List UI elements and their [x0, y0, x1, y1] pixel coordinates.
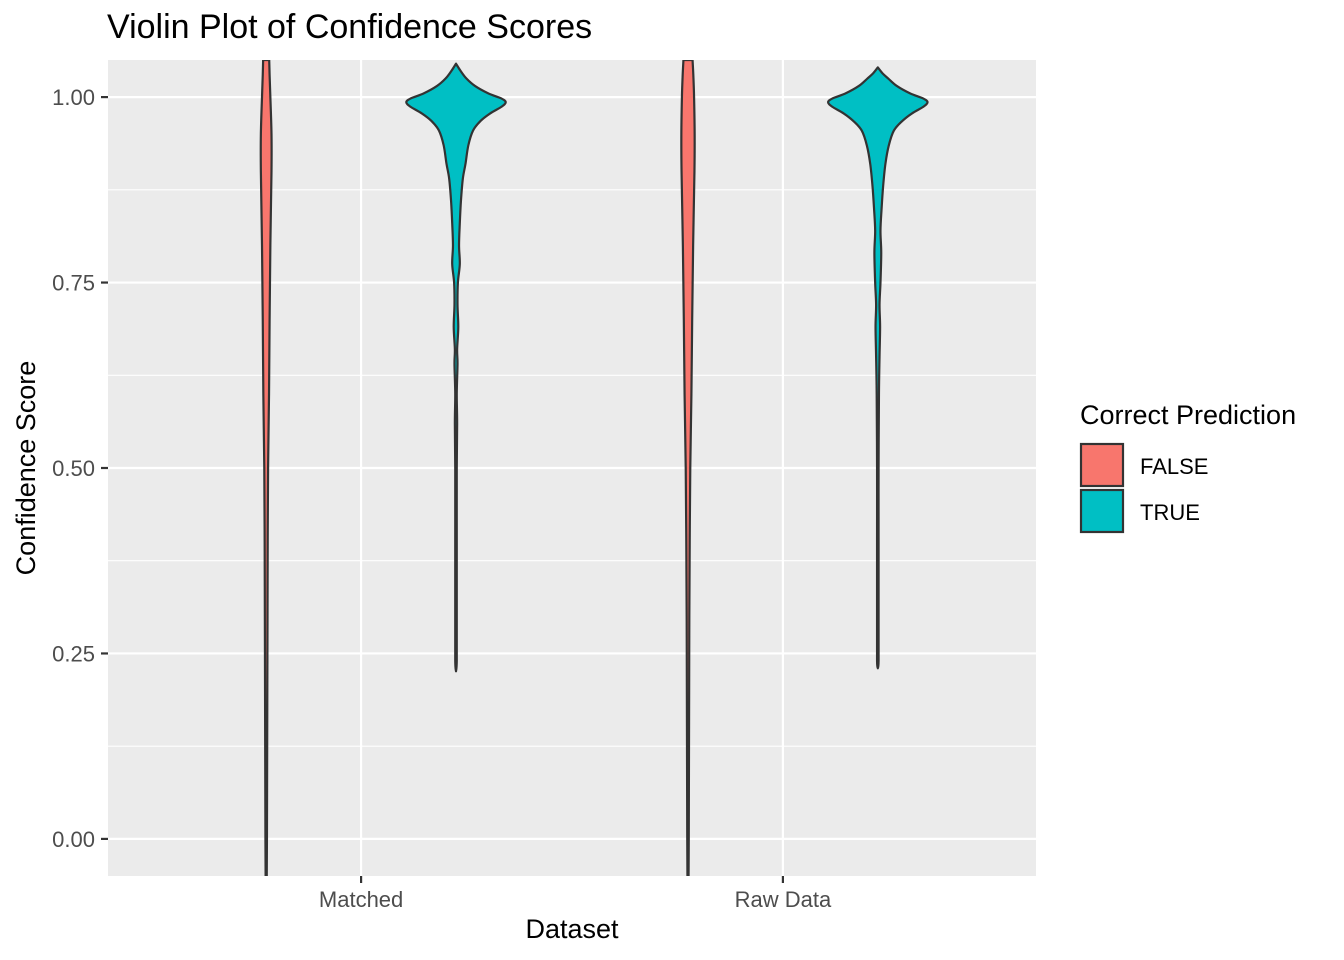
chart-title: Violin Plot of Confidence Scores [107, 8, 592, 46]
legend: Correct Prediction FALSE TRUE [1079, 400, 1296, 534]
violins [259, 60, 929, 876]
violin-true-raw-data [826, 66, 929, 670]
y-tick-label: 0.25 [52, 641, 95, 666]
legend-title: Correct Prediction [1080, 400, 1296, 430]
violin-group [259, 60, 929, 876]
y-axis-title: Confidence Score [11, 361, 41, 576]
legend-label-false: FALSE [1140, 454, 1208, 479]
violin-false-matched [259, 60, 273, 876]
y-tick-label: 0.50 [52, 456, 95, 481]
legend-swatch-false [1079, 442, 1125, 488]
x-axis-title: Dataset [525, 914, 619, 944]
y-tick-label: 0.00 [52, 827, 95, 852]
x-axis: Matched Raw Data [319, 876, 832, 912]
y-tick-label: 1.00 [52, 85, 95, 110]
y-axis: 0.00 0.25 0.50 0.75 1.00 [52, 85, 108, 852]
violin-false-raw-data [680, 60, 696, 876]
violin-true-matched [405, 62, 507, 673]
legend-label-true: TRUE [1140, 500, 1200, 525]
y-tick-label: 0.75 [52, 271, 95, 296]
x-tick-label: Raw Data [735, 887, 832, 912]
legend-swatch-true [1079, 488, 1125, 534]
x-tick-label: Matched [319, 887, 403, 912]
